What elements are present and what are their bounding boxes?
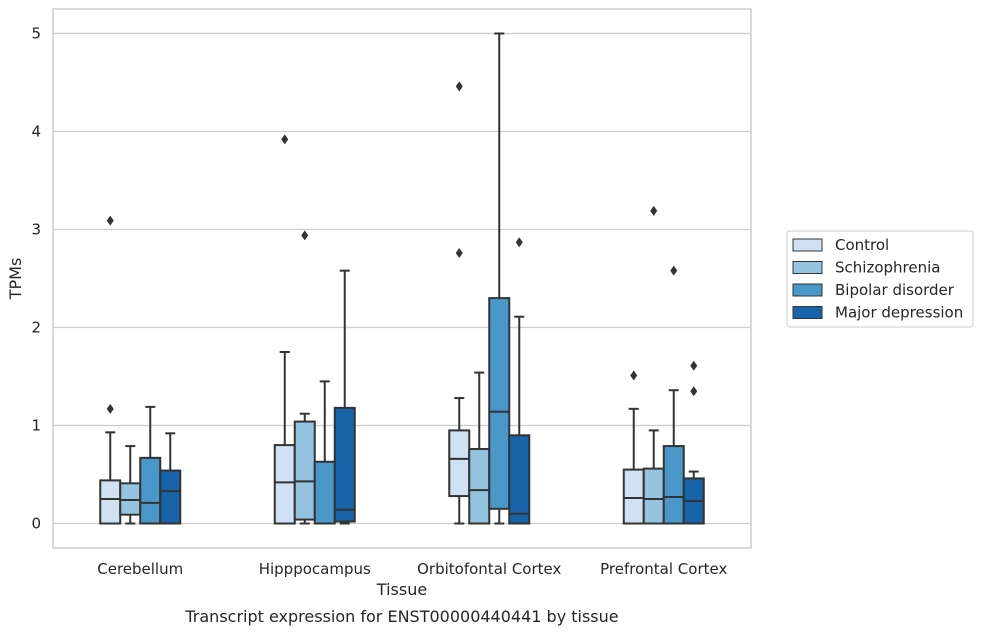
box-schizophrenia-1 bbox=[293, 230, 316, 525]
box-iqr bbox=[662, 445, 685, 525]
legend-label-3: Major depression bbox=[835, 304, 963, 322]
box-bipolar-disorder-1 bbox=[313, 380, 336, 525]
plot-frame bbox=[52, 8, 752, 549]
box-iqr bbox=[642, 467, 665, 525]
box-major-depression-1 bbox=[333, 269, 356, 525]
outlier-point bbox=[670, 265, 678, 276]
legend-label-0: Control bbox=[835, 236, 889, 254]
box-iqr bbox=[468, 448, 491, 525]
legend-frame bbox=[786, 230, 974, 328]
x-tick-label-3: Prefrontal Cortex bbox=[600, 560, 727, 578]
box-control-0 bbox=[99, 215, 122, 525]
outlier-point bbox=[630, 370, 638, 381]
box-schizophrenia-2 bbox=[468, 371, 491, 525]
x-axis-title: Tissue bbox=[376, 580, 427, 599]
y-tick-label-2: 2 bbox=[31, 319, 41, 337]
box-iqr bbox=[293, 420, 316, 521]
legend-swatch-3 bbox=[792, 306, 823, 319]
box-iqr bbox=[99, 479, 122, 525]
outlier-point bbox=[455, 81, 463, 92]
outlier-point bbox=[106, 215, 114, 226]
x-tick-label-0: Cerebellum bbox=[97, 560, 183, 578]
x-axis-ticks: Cerebellum Hipppocampus Orbitofontal Corte… bbox=[97, 560, 727, 578]
box-major-depression-3 bbox=[682, 360, 705, 525]
legend-swatch-2 bbox=[792, 283, 823, 297]
box-major-depression-0 bbox=[159, 432, 182, 525]
box-iqr bbox=[159, 469, 182, 525]
outlier-point bbox=[455, 248, 463, 259]
legend-label-2: Bipolar disorder bbox=[835, 281, 955, 299]
outlier-point bbox=[650, 205, 658, 216]
box-iqr bbox=[508, 434, 531, 525]
box-major-depression-2 bbox=[508, 237, 531, 525]
outlier-point bbox=[301, 230, 309, 241]
box-iqr bbox=[333, 406, 356, 523]
legend-label-1: Schizophrenia bbox=[835, 259, 940, 277]
y-axis-ticks: 0 1 2 3 4 5 bbox=[31, 25, 41, 533]
outlier-point bbox=[515, 237, 523, 248]
box-iqr bbox=[622, 468, 645, 525]
box-bipolar-disorder-2 bbox=[488, 32, 511, 525]
box-schizophrenia-3 bbox=[642, 205, 665, 525]
box-iqr bbox=[139, 456, 162, 525]
box-control-3 bbox=[622, 370, 645, 525]
legend-swatch-0 bbox=[792, 238, 823, 252]
x-tick-label-1: Hipppocampus bbox=[259, 560, 371, 578]
box-plot-area bbox=[99, 32, 705, 525]
box-control-2 bbox=[448, 81, 471, 525]
box-bipolar-disorder-3 bbox=[662, 265, 685, 525]
legend-swatch-1 bbox=[792, 261, 823, 274]
box-iqr bbox=[313, 460, 336, 525]
outlier-point bbox=[690, 360, 698, 371]
box-schizophrenia-0 bbox=[119, 445, 142, 525]
x-tick-label-2: Orbitofontal Cortex bbox=[417, 560, 561, 578]
y-tick-label-4: 4 bbox=[31, 123, 41, 141]
outlier-point bbox=[106, 403, 114, 414]
y-axis-title: TPMs bbox=[6, 258, 25, 301]
y-tick-label-0: 0 bbox=[31, 515, 41, 533]
chart-caption: Transcript expression for ENST0000044044… bbox=[184, 607, 618, 626]
outlier-point bbox=[281, 134, 289, 145]
box-iqr bbox=[273, 444, 296, 525]
box-iqr bbox=[488, 297, 511, 510]
y-tick-label-3: 3 bbox=[31, 221, 41, 239]
box-iqr bbox=[448, 429, 471, 498]
grid-lines bbox=[53, 32, 751, 525]
y-tick-label-1: 1 bbox=[31, 417, 41, 435]
box-control-1 bbox=[273, 134, 296, 525]
box-bipolar-disorder-0 bbox=[139, 405, 162, 525]
legend: Control Schizophrenia Bipolar disorder Majo… bbox=[786, 230, 974, 328]
y-tick-label-5: 5 bbox=[31, 25, 41, 43]
outlier-point bbox=[690, 386, 698, 397]
